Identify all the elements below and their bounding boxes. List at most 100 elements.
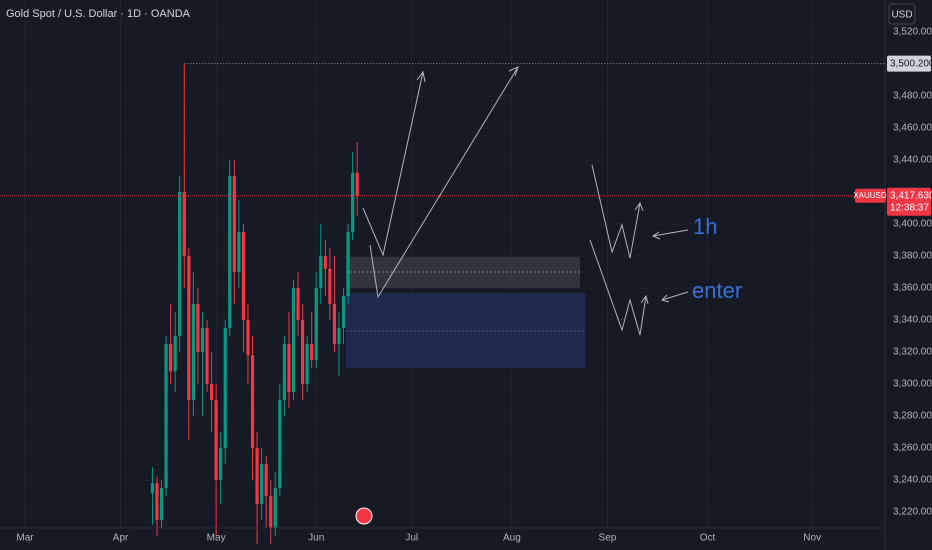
y-tick-label: 3,380.000	[893, 251, 932, 262]
candle-body	[200, 328, 205, 352]
candles	[150, 63, 359, 544]
candle-body	[232, 176, 236, 272]
candle-body	[264, 464, 268, 496]
arrow-head	[634, 201, 644, 212]
candle-body	[237, 232, 241, 272]
y-tick-label: 3,360.000	[893, 283, 932, 294]
y-tick-label: 3,340.000	[893, 315, 932, 326]
y-tick-label: 3,440.000	[893, 155, 932, 166]
y-tick-label: 3,260.000	[893, 443, 932, 454]
symbol-label: XAUUSD	[853, 191, 887, 200]
candle-body	[205, 328, 209, 384]
high-marker-label: 3,500.200	[890, 58, 932, 69]
x-tick-label: Jun	[308, 533, 324, 544]
drawing-path	[369, 66, 519, 299]
candle-body	[255, 448, 259, 504]
candle-body	[269, 496, 273, 528]
candle-body	[287, 344, 291, 392]
candle-body	[341, 296, 346, 328]
candle-body	[178, 192, 182, 336]
candle-body	[155, 483, 159, 520]
candle-body	[282, 344, 286, 400]
x-tick-label: Aug	[503, 533, 521, 544]
candle-body	[328, 268, 332, 304]
candle-body	[187, 256, 191, 400]
candle-body	[351, 172, 355, 232]
candle-body	[296, 288, 300, 320]
candle-body	[355, 172, 359, 196]
zone-box	[346, 293, 585, 368]
candle-body	[300, 320, 305, 384]
y-tick-label: 3,220.000	[893, 507, 932, 518]
candle-body	[150, 483, 155, 493]
candle-body	[228, 176, 232, 328]
candle-body	[164, 344, 168, 488]
y-tick-label: 3,240.000	[893, 475, 932, 486]
candle-body	[182, 192, 186, 256]
candle-body	[332, 304, 337, 344]
x-tick-label: Nov	[803, 533, 821, 544]
candle-body	[314, 288, 318, 360]
candle-body	[246, 320, 250, 356]
chart-title: Gold Spot / U.S. Dollar · 1D · OANDA	[6, 8, 191, 20]
candle-body	[169, 344, 173, 372]
candle-body	[196, 304, 200, 352]
candle-body	[260, 464, 264, 504]
annotation: 1h	[693, 214, 717, 239]
candle-body	[159, 488, 164, 520]
axes: 3,520.000 3,480.000 3,460.000 3,440.000 3,40…	[16, 27, 932, 544]
candle-body	[323, 256, 327, 269]
x-tick-label: Sep	[599, 533, 617, 544]
arrow-head	[651, 231, 661, 240]
y-tick-label: 3,520.000	[893, 27, 932, 38]
candle-body	[214, 400, 218, 480]
pointer-line	[661, 291, 689, 301]
annotation: enter	[692, 278, 742, 303]
candle-body	[241, 232, 246, 320]
drawing-path	[362, 71, 424, 257]
arrow-head	[640, 294, 649, 305]
x-tick-label: Oct	[700, 533, 716, 544]
drawings	[362, 66, 689, 336]
x-tick-label: Jul	[405, 533, 418, 544]
last-price-box	[887, 187, 931, 216]
y-tick-label: 3,460.000	[893, 123, 932, 134]
candle-body	[278, 400, 282, 488]
arrow-head	[508, 66, 519, 77]
x-tick-label: May	[207, 533, 226, 544]
arrow-head	[416, 70, 426, 83]
y-tick-label: 3,280.000	[893, 411, 932, 422]
arrow-head	[661, 294, 670, 303]
candle-body	[173, 336, 177, 372]
y-tick-label: 3,300.000	[893, 379, 932, 390]
y-tick-label: 3,480.000	[893, 91, 932, 102]
event-icon[interactable]	[355, 507, 373, 525]
drawing-path	[591, 164, 641, 259]
drawing-path	[589, 239, 647, 336]
candle-body	[223, 328, 227, 448]
candle-body	[273, 488, 277, 528]
high-marker-box	[887, 55, 931, 72]
candle-body	[337, 328, 341, 344]
currency-box[interactable]	[888, 3, 916, 25]
y-tick-label: 3,400.000	[893, 219, 932, 230]
x-tick-label: Apr	[113, 533, 129, 544]
countdown-label: 12:38:37	[890, 202, 929, 213]
candle-body	[291, 288, 296, 392]
grid	[0, 0, 885, 528]
last-price-label: 3,417.630	[890, 190, 932, 201]
candle-body	[305, 344, 309, 384]
x-tick-label: Mar	[16, 533, 34, 544]
symbol-box	[855, 188, 886, 203]
candle-body	[346, 232, 350, 296]
candle-body	[209, 384, 214, 400]
y-tick-label: 3,320.000	[893, 347, 932, 358]
candle-body	[319, 256, 323, 288]
candle-body	[219, 448, 223, 480]
candle-body	[310, 344, 314, 360]
currency-label: USD	[891, 10, 912, 21]
pointer-line	[652, 229, 689, 237]
candle-body	[250, 355, 255, 448]
candle-body	[191, 304, 195, 400]
